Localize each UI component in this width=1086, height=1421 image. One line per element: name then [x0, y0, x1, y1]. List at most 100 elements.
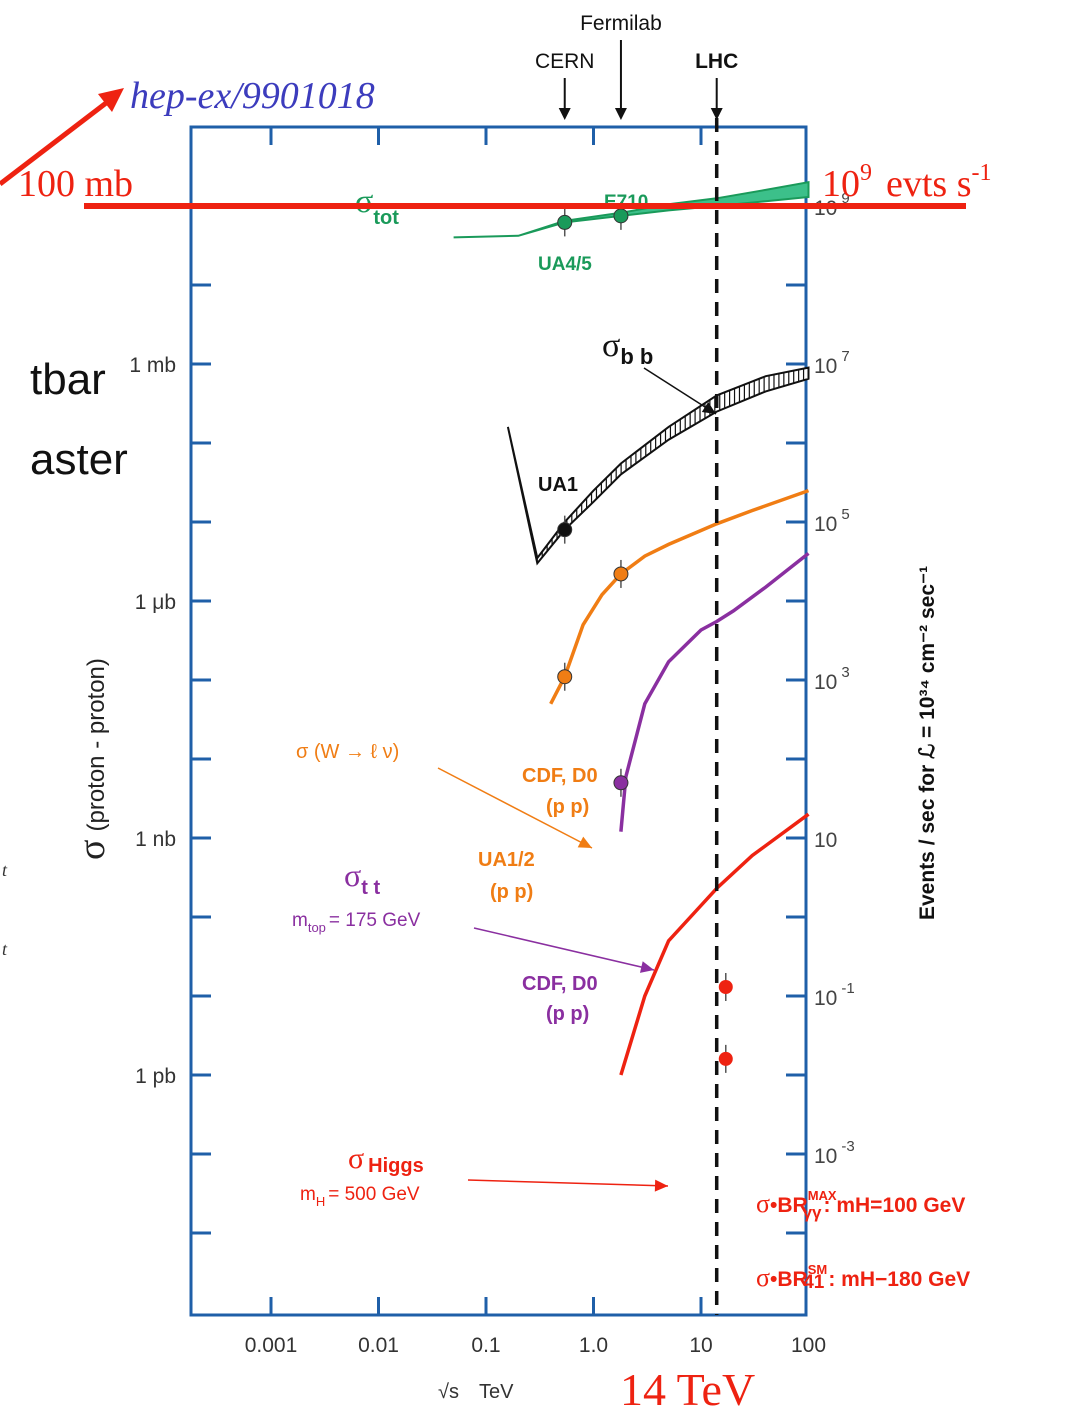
y-axis-right-title: Events / sec for ℒ = 10³⁴ cm⁻² sec⁻¹ — [916, 566, 939, 920]
tick-base: 10 — [814, 671, 837, 694]
higgs-mass-sub: H — [316, 1194, 325, 1209]
x-tick-label: 0.1 — [471, 1334, 500, 1357]
cdf-w-label-2: (p p) — [546, 796, 589, 818]
sigma-tot-label: σtot — [355, 183, 399, 229]
y-axis-sigma: σ — [71, 840, 113, 860]
overlay — [0, 88, 966, 1315]
collider-label: CERN — [535, 50, 595, 73]
tick-exp: 3 — [841, 664, 849, 681]
rate-unit-exp: -1 — [972, 160, 992, 186]
sigma-tt-sub: t t — [361, 877, 380, 899]
reference-label: hep-ex/9901018 — [130, 75, 375, 117]
rate-exp: 9 — [860, 160, 872, 186]
tick-exp: -1 — [841, 980, 854, 997]
ua1-label: UA1 — [538, 474, 578, 496]
y-tick-label-right: 10 — [814, 829, 837, 852]
br-gamma-sup: MAX — [808, 1188, 837, 1203]
data-point — [718, 979, 733, 994]
y-tick-label-right: 10 -3 — [814, 1138, 855, 1168]
e710-label: E710 — [604, 192, 648, 213]
x-axis-title: √s TeV — [438, 1381, 514, 1403]
ua12-label-1: UA1/2 — [478, 849, 535, 871]
br-gamma-sub: γγ — [803, 1203, 822, 1222]
y-tick-label-right: 10 7 — [814, 348, 850, 378]
w-arrow-head — [577, 836, 592, 848]
sigma-higgs-sigma: σ — [348, 1142, 364, 1175]
series-top — [619, 552, 810, 832]
top-mass-m: m — [292, 910, 308, 931]
collider-arrow-head — [614, 108, 627, 120]
x-axis-sqrt: √s — [438, 1381, 459, 1403]
rate-unit: evts s — [886, 163, 972, 205]
bbbar-arrow — [643, 367, 717, 415]
data-point — [557, 214, 573, 230]
tick-exp: 9 — [841, 190, 849, 207]
x-tick-label: 10 — [689, 1334, 712, 1357]
cdf-w-label-1: CDF, D0 — [522, 765, 598, 787]
rate-base: 10 — [822, 163, 860, 205]
collider-arrow-head — [558, 108, 571, 120]
tick-base: 10 — [814, 513, 837, 536]
sigma-bb-label: σb b — [602, 327, 653, 369]
higgs-mass-m: m — [300, 1184, 316, 1205]
x-tick-label: 0.01 — [358, 1334, 399, 1357]
tick-base: 10 — [814, 355, 837, 378]
higgs-mass-label: mH = 500 GeV — [300, 1184, 420, 1209]
higgs-arrow-head — [654, 1179, 668, 1192]
tick-base: 10 — [814, 1145, 837, 1168]
br-gamma-br: •BR — [770, 1194, 808, 1217]
x-tick-label: 0.001 — [245, 1334, 298, 1357]
collider-label: LHC — [695, 50, 738, 73]
y-tick-label-left: 1 mb — [129, 354, 176, 377]
br-41-sigma: σ — [756, 1263, 770, 1292]
series-layer — [453, 181, 810, 1076]
br-gamma-post: : mH=100 GeV — [824, 1194, 966, 1217]
reference-arrow-head — [98, 88, 124, 112]
cut-text-2: aster — [30, 435, 128, 484]
series-higgs — [619, 812, 810, 1076]
data-points — [557, 201, 733, 1073]
higgs-arrow — [467, 1179, 669, 1187]
top-mass-label: mtop = 175 GeV — [292, 910, 421, 935]
y-tick-label-right: 10 -1 — [814, 980, 855, 1010]
bbbar-arrow-head — [701, 401, 716, 414]
total-band — [453, 181, 810, 239]
br-41-sup: SM — [808, 1262, 828, 1277]
cut-text-3: t — [2, 860, 8, 880]
data-point — [613, 775, 629, 791]
collider-label: Fermilab — [580, 12, 662, 35]
data-point — [557, 522, 573, 538]
plot-frame — [189, 125, 808, 1317]
data-point — [718, 1051, 733, 1066]
series-w — [549, 488, 810, 705]
tick-exp: 7 — [841, 348, 849, 365]
sigma-tot-sigma: σ — [355, 183, 373, 220]
w-label: σ (W → ℓ ν) — [296, 741, 399, 763]
reference-arrow — [0, 98, 112, 186]
data-point — [613, 566, 629, 582]
y-tick-label-right: 10 3 — [814, 664, 850, 694]
ua45-label: UA4/5 — [538, 254, 592, 275]
top-mass-sub: top — [308, 920, 326, 935]
collider-arrow-head — [710, 108, 723, 120]
x-tick-label: 1.0 — [579, 1334, 608, 1357]
energy-label: 14 TeV — [620, 1364, 755, 1415]
br-41-label: σ•BRSM 41: mH−180 GeV — [756, 1262, 970, 1293]
top-arrow-head — [639, 961, 654, 973]
higgs-mass-val: = 500 GeV — [328, 1184, 420, 1205]
cdf-t-label-1: CDF, D0 — [522, 973, 598, 995]
mb-line-label: 100 mb — [18, 163, 133, 205]
sigma-higgs-label: σ Higgs — [348, 1142, 424, 1177]
br-gamma-label: σ•BRMAX γγ: mH=100 GeV — [756, 1188, 965, 1222]
sigma-bb-sub: b b — [620, 344, 653, 369]
y-tick-label-left: 1 pb — [135, 1065, 176, 1088]
tick-base: 10 — [814, 987, 837, 1010]
ua12-label-2: (p p) — [490, 881, 533, 903]
annotations: hep-ex/9901018 100 mb 109 evts s-1 14 TeV… — [2, 75, 992, 1415]
x-tick-label: 100 — [791, 1334, 826, 1357]
br-41-post: : mH−180 GeV — [828, 1268, 970, 1291]
y-tick-label-right: 10 5 — [814, 506, 850, 536]
y-axis-title: σ (proton - proton) — [71, 658, 113, 860]
sigma-higgs-sub: Higgs — [368, 1155, 424, 1177]
